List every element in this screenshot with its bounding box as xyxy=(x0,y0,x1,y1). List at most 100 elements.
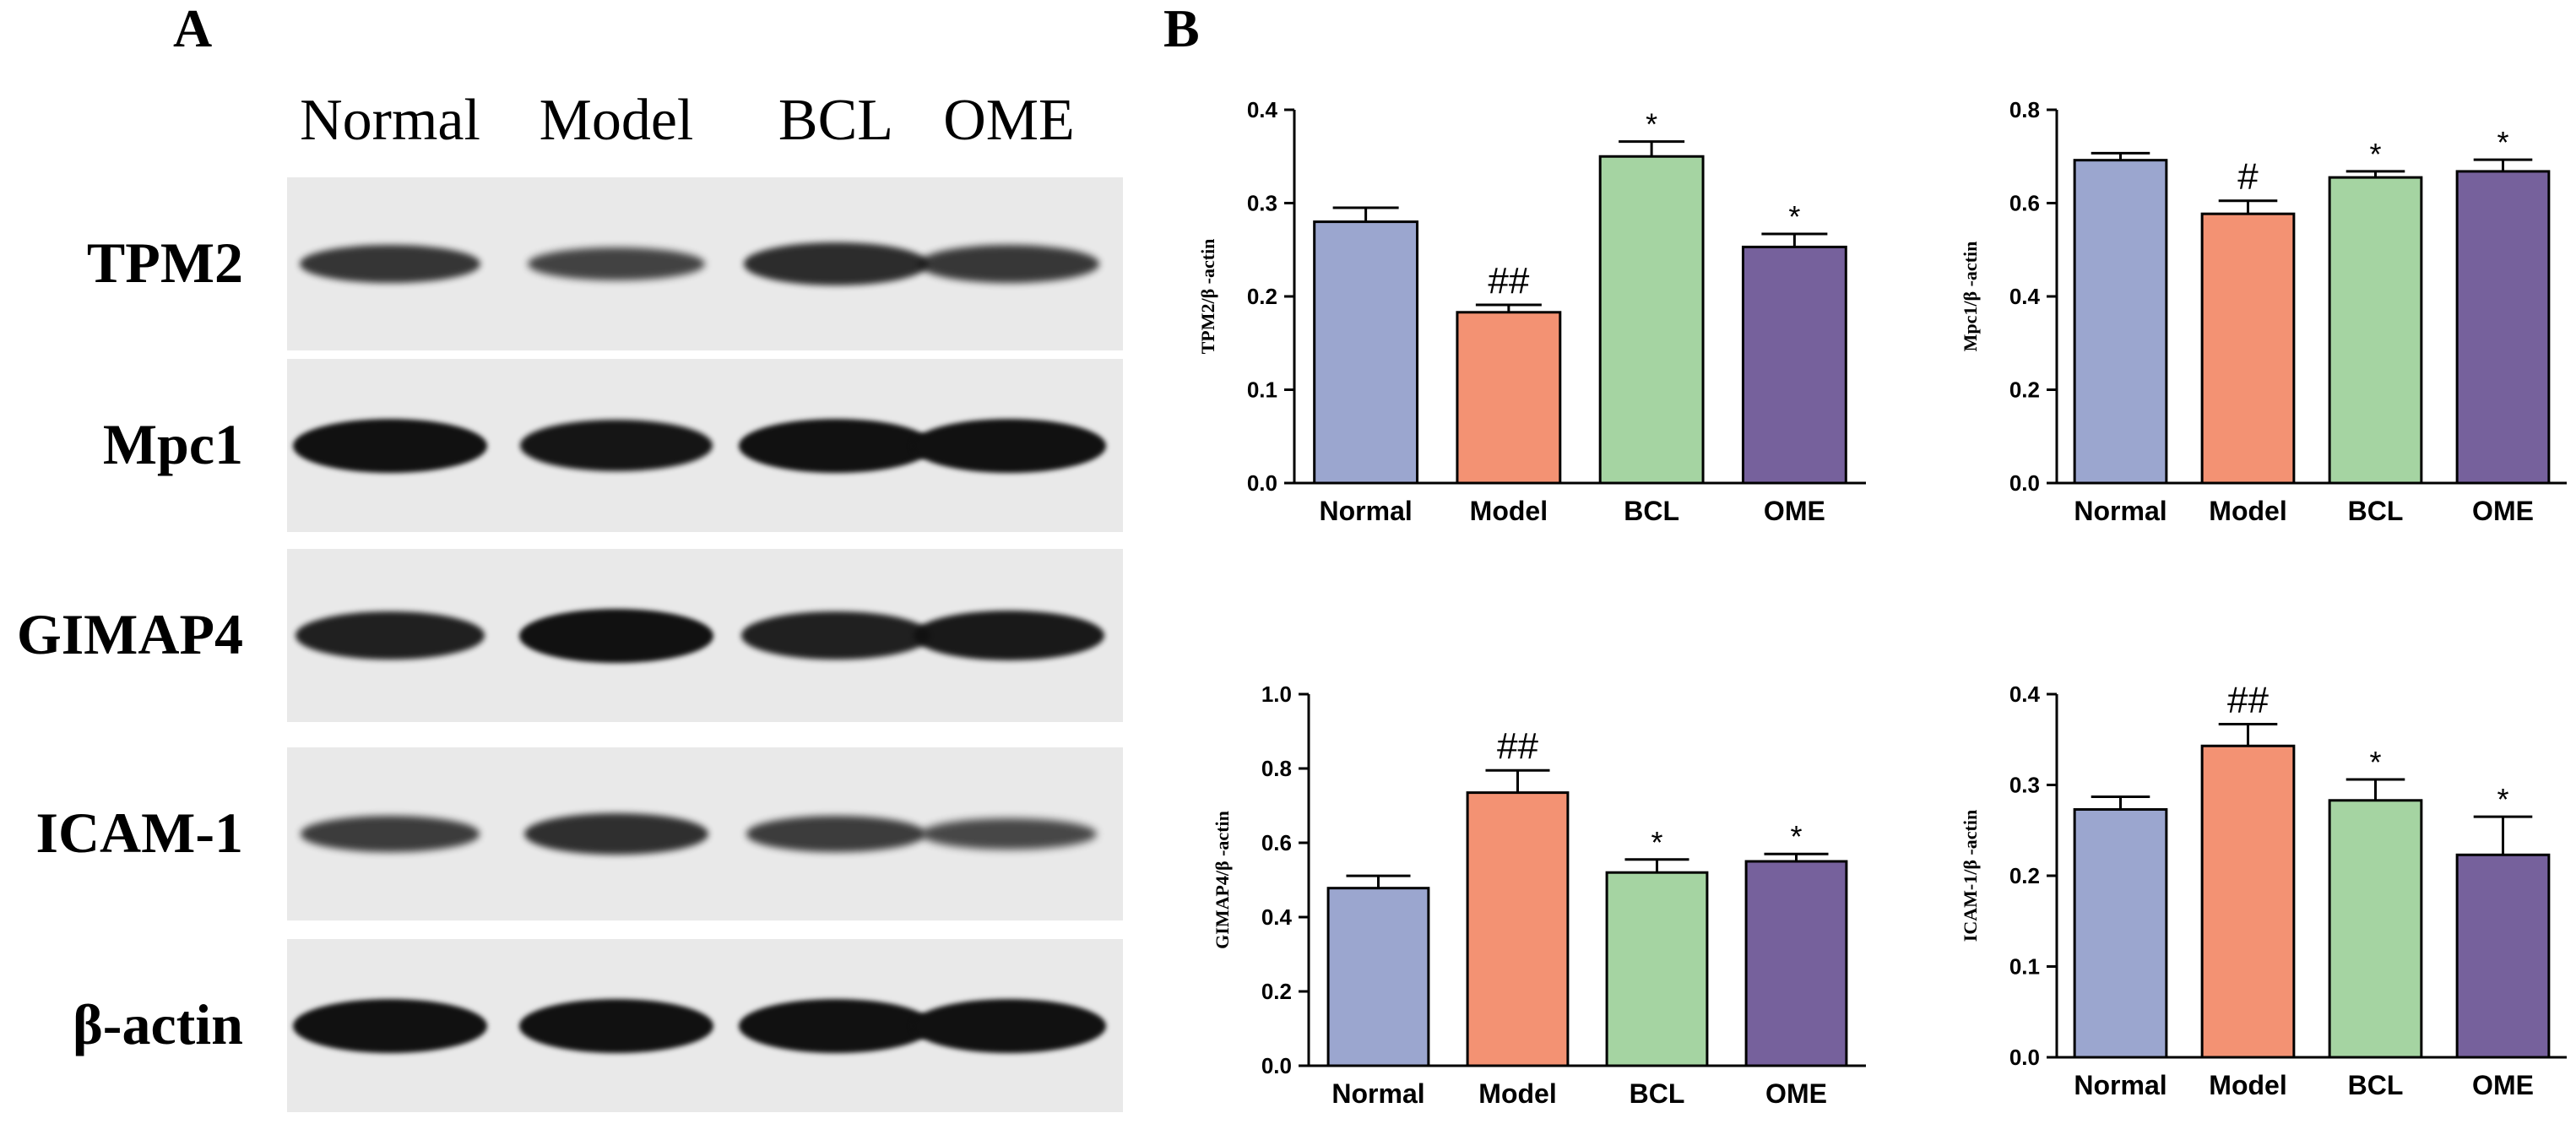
y-tick-label: 0.4 xyxy=(2009,284,2041,309)
y-tick-label: 0.4 xyxy=(1247,97,1278,122)
blot-band xyxy=(914,610,1104,661)
y-tick-label: 0.0 xyxy=(2009,1045,2040,1070)
bar xyxy=(1456,311,1562,485)
blot-band xyxy=(296,611,485,660)
blot-strip xyxy=(287,359,1123,532)
blot-band xyxy=(741,611,930,660)
significance-label: # xyxy=(2237,156,2259,198)
y-tick-label: 0.2 xyxy=(2009,377,2040,403)
x-tick-label: Normal xyxy=(2074,1070,2167,1100)
x-tick-label: BCL xyxy=(2348,1070,2404,1100)
bar xyxy=(2200,744,2296,1059)
panel-a-letter: A xyxy=(173,0,213,58)
blot-column-label: BCL xyxy=(778,88,894,153)
blot-band xyxy=(912,998,1106,1053)
x-tick-label: BCL xyxy=(2348,496,2404,526)
blot-band xyxy=(520,419,713,472)
y-tick-label: 0.0 xyxy=(1247,470,1277,496)
bar xyxy=(1466,791,1570,1067)
significance-label: ## xyxy=(1497,725,1538,767)
significance-label: * xyxy=(2497,782,2508,817)
x-tick-label: OME xyxy=(2472,1070,2534,1100)
bar xyxy=(1313,220,1419,485)
blot-band xyxy=(528,247,705,280)
x-tick-label: OME xyxy=(1764,496,1825,526)
y-tick-label: 0.8 xyxy=(1261,756,1292,781)
bar xyxy=(2328,799,2423,1059)
blot-row-label: ICAM-1 xyxy=(35,800,243,865)
bar xyxy=(2200,212,2296,485)
blot-band xyxy=(293,998,487,1053)
y-tick-label: 0.3 xyxy=(1247,191,1277,216)
y-tick-label: 0.6 xyxy=(2009,191,2040,216)
y-tick-label: 0.4 xyxy=(1261,904,1293,930)
bar xyxy=(2328,176,2423,485)
x-tick-label: OME xyxy=(2472,496,2534,526)
blot-strip xyxy=(287,549,1123,722)
bar xyxy=(2455,853,2551,1059)
y-axis-label: Mpc1/β -actin xyxy=(1960,242,1981,352)
y-tick-label: 0.4 xyxy=(2009,681,2041,707)
blot-strip xyxy=(287,747,1123,920)
y-tick-label: 0.6 xyxy=(1261,830,1292,855)
blot-band xyxy=(299,244,481,284)
blot-band xyxy=(919,245,1099,283)
blot-column-label: Normal xyxy=(300,88,480,153)
blot-band xyxy=(301,816,480,852)
significance-label: * xyxy=(1651,825,1662,860)
x-tick-label: Model xyxy=(1470,496,1548,526)
y-tick-label: 0.1 xyxy=(1247,377,1277,403)
x-tick-label: Model xyxy=(2209,496,2286,526)
significance-label: * xyxy=(2497,125,2508,160)
blot-row-label: GIMAP4 xyxy=(16,601,243,666)
significance-label: * xyxy=(1788,199,1800,234)
y-tick-label: 0.2 xyxy=(1247,284,1277,309)
y-tick-label: 1.0 xyxy=(1261,681,1292,707)
blot-strip xyxy=(287,939,1123,1112)
x-tick-label: Normal xyxy=(1320,496,1413,526)
y-tick-label: 0.1 xyxy=(2009,954,2040,980)
significance-label: ## xyxy=(1488,260,1529,301)
y-axis-label: GIMAP4/β -actin xyxy=(1212,811,1233,949)
blot-band xyxy=(921,817,1097,850)
y-axis-label: ICAM-1/β -actin xyxy=(1960,810,1981,942)
blot-strip xyxy=(287,177,1123,350)
blot-column-label: Model xyxy=(539,88,694,153)
significance-label: * xyxy=(1790,819,1802,854)
blot-band xyxy=(743,242,929,285)
blot-band xyxy=(519,608,713,663)
blot-row-label: Mpc1 xyxy=(102,411,243,476)
bar xyxy=(1326,887,1430,1067)
significance-label: * xyxy=(2369,745,2381,779)
bar xyxy=(1605,871,1709,1067)
blot-band xyxy=(524,812,708,855)
significance-label: * xyxy=(2369,137,2381,171)
blot-band xyxy=(746,816,925,852)
x-tick-label: Model xyxy=(1478,1078,1556,1109)
bar xyxy=(1744,860,1848,1067)
bar xyxy=(2455,170,2551,485)
blot-band xyxy=(739,418,933,473)
blot-row-label: β-actin xyxy=(72,991,243,1056)
x-tick-label: Normal xyxy=(1331,1078,1424,1109)
blot-band xyxy=(519,998,713,1053)
bar xyxy=(1598,155,1705,485)
blot-row-label: TPM2 xyxy=(86,230,243,295)
x-tick-label: BCL xyxy=(1624,496,1679,526)
significance-label: ## xyxy=(2227,679,2269,720)
y-tick-label: 0.2 xyxy=(1261,979,1292,1004)
x-tick-label: BCL xyxy=(1630,1078,1685,1109)
blot-column-label: OME xyxy=(943,88,1075,153)
blot-band xyxy=(739,998,933,1053)
y-tick-label: 0.8 xyxy=(2009,97,2040,122)
y-tick-label: 0.0 xyxy=(1261,1053,1292,1078)
x-tick-label: Normal xyxy=(2074,496,2167,526)
x-tick-label: OME xyxy=(1765,1078,1827,1109)
blot-band xyxy=(912,418,1106,473)
bar xyxy=(1741,245,1847,485)
y-axis-label: TPM2/β -actin xyxy=(1197,239,1218,355)
y-tick-label: 0.2 xyxy=(2009,863,2040,888)
y-tick-label: 0.3 xyxy=(2009,773,2040,798)
bar xyxy=(2073,159,2168,485)
